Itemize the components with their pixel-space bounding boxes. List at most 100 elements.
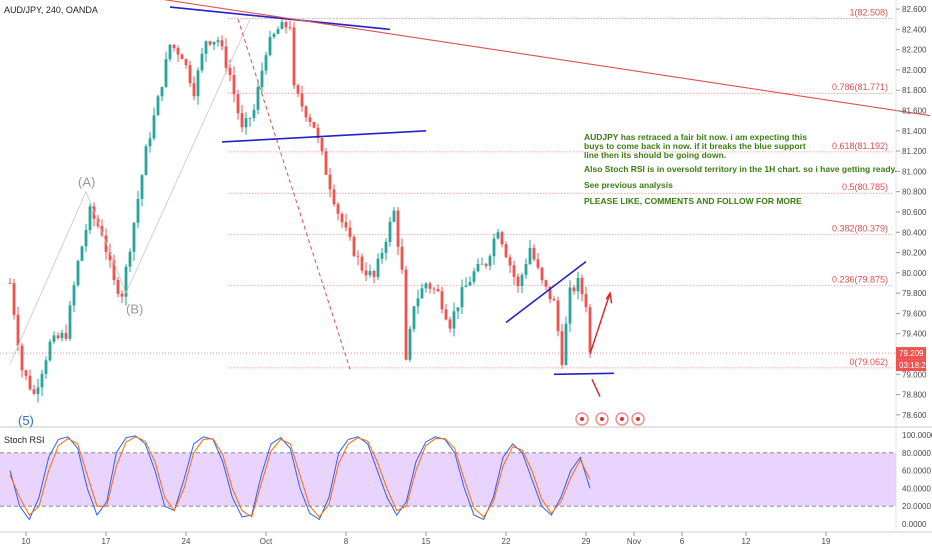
trendline (221, 130, 427, 143)
candle-body (44, 360, 48, 374)
candle-body (380, 252, 384, 259)
candle-body (472, 271, 476, 282)
candle-body (32, 389, 36, 394)
trendline (553, 372, 615, 376)
price-tick-label: 82.000 (902, 66, 927, 75)
indicator-title: Stoch RSI (4, 435, 45, 445)
candle-body (332, 189, 336, 205)
candle-body (460, 287, 464, 308)
candle-body (128, 251, 132, 267)
stoch-tick-label: 40.0000 (902, 484, 931, 493)
analysis-note-line: See previous analysis (584, 180, 673, 190)
candle-body (184, 59, 188, 66)
candle-body (320, 138, 324, 152)
candle-body (376, 258, 380, 277)
candle-body (484, 263, 488, 266)
candle-body (56, 335, 60, 339)
candle-body (312, 122, 316, 128)
candle-body (280, 22, 284, 30)
up-arrow-line (589, 292, 611, 355)
candle-body (384, 241, 388, 253)
price-tick-label: 81.800 (902, 86, 927, 95)
candle-body (216, 40, 220, 42)
event-marker-dot (580, 417, 584, 421)
candle-body (176, 48, 180, 55)
candle-body (544, 280, 548, 287)
candle-body (480, 263, 484, 265)
fib-level-label: 0.618(81.192) (832, 141, 888, 151)
candle-body (448, 319, 452, 329)
candle-body (168, 44, 172, 60)
time-tick-label: Nov (627, 537, 641, 546)
candle-body (36, 387, 40, 394)
candle-body (292, 27, 296, 86)
fib-level-label: 1(82.508) (849, 7, 888, 17)
candle-body (160, 86, 164, 97)
candle-body (140, 175, 144, 199)
time-tick-label: 12 (742, 537, 751, 546)
price-tick-label: 80.600 (902, 208, 927, 217)
candle-body (552, 299, 556, 301)
candle-body (500, 232, 504, 245)
event-marker-dot (636, 417, 640, 421)
candle-body (372, 270, 376, 277)
candle-body (136, 198, 140, 223)
candle-body (60, 332, 64, 339)
candle-body (180, 54, 184, 60)
candle-body (72, 285, 76, 306)
candle-body (536, 259, 540, 268)
analysis-note: AUDJPY has retraced a fair bit now. i am… (584, 132, 897, 206)
candle-body (192, 83, 196, 97)
candle-body (104, 235, 108, 252)
wave-label: (B) (126, 301, 143, 316)
candle-body (440, 291, 444, 310)
candle-body (412, 306, 416, 329)
candle-body (108, 251, 112, 261)
candle-body (116, 279, 120, 294)
event-marker-dot (600, 417, 604, 421)
candle-body (208, 41, 212, 45)
candle-body (420, 288, 424, 299)
candle-body (344, 222, 348, 228)
candle-body (316, 127, 320, 139)
candle-body (424, 283, 428, 289)
candle-body (244, 118, 248, 128)
candle-body (196, 70, 200, 97)
price-tick-label: 80.000 (902, 269, 927, 278)
fib-levels: 1(82.508) 0.786(81.771) 0.618(81.192) 0.5(8… (228, 7, 892, 369)
time-tick-label: 17 (102, 537, 111, 546)
candle-body (68, 305, 72, 339)
price-tick-label: 78.800 (902, 391, 927, 400)
candle-body (148, 138, 152, 147)
candle-body (188, 65, 192, 84)
candle-body (524, 263, 528, 275)
fib-level-label: 0(79.062) (849, 357, 888, 367)
stoch-tick-label: 20.0000 (902, 502, 931, 511)
event-marker-dot (620, 417, 624, 421)
candle-body (528, 247, 532, 264)
candle-body (388, 221, 392, 242)
stoch-tick-label: 0.0000 (902, 520, 927, 529)
candle-body (260, 70, 264, 88)
candle-body (444, 309, 448, 320)
candle-body (520, 274, 524, 286)
current-price-badge (896, 347, 926, 360)
countdown-label: 03:18:22 (899, 361, 931, 370)
candle-body (220, 40, 224, 47)
price-tick-label: 79.800 (902, 289, 927, 298)
current-price-label: 79.209 (899, 349, 924, 358)
candle-body (392, 210, 396, 222)
candle-body (80, 246, 84, 261)
candle-body (48, 341, 52, 361)
candle-body (296, 85, 300, 94)
candle-body (12, 283, 16, 315)
price-tick-label: 80.400 (902, 228, 927, 237)
fib-level-label: 0.382(80.379) (832, 223, 888, 233)
price-tick-label: 82.400 (902, 25, 927, 34)
time-tick-label: Oct (260, 537, 273, 546)
candle-body (288, 27, 292, 29)
trendline (162, 0, 931, 117)
candle-body (436, 288, 440, 292)
